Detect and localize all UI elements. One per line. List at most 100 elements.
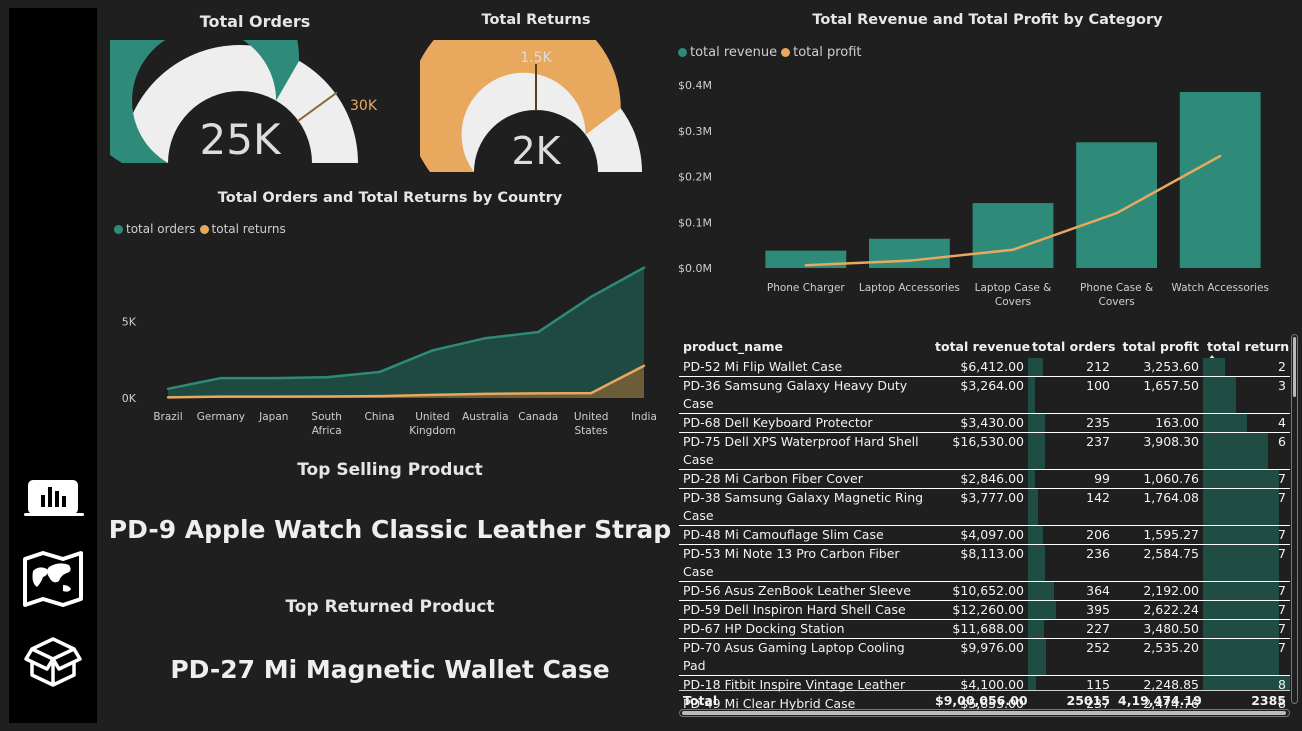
package-box-icon: [24, 637, 82, 687]
scroll-thumb[interactable]: [1293, 337, 1296, 397]
revenue-cell: $10,652.00: [931, 581, 1028, 601]
revenue-bar[interactable]: [972, 203, 1054, 268]
country-chart-legend: total orders total returns: [114, 222, 290, 236]
table-row[interactable]: PD-53 Mi Note 13 Pro Carbon Fiber Case $8…: [679, 544, 1290, 582]
cell-value: 212: [1086, 359, 1110, 374]
cell-value: 163.00: [1155, 415, 1199, 430]
data-point[interactable]: [378, 370, 381, 374]
profit-point[interactable]: [908, 259, 911, 262]
table-row[interactable]: PD-75 Dell XPS Waterproof Hard Shell Cas…: [679, 432, 1290, 470]
table-row[interactable]: PD-38 Samsung Galaxy Magnetic Ring Case $…: [679, 488, 1290, 526]
cell-value: $12,260.00: [952, 602, 1024, 617]
table-row[interactable]: PD-67 HP Docking Station $11,688.00 227 3,4…: [679, 619, 1290, 639]
data-bar: [1203, 601, 1280, 619]
cell-value: $2,846.00: [960, 471, 1024, 486]
cell-value: $3,777.00: [960, 490, 1024, 505]
cell-value: PD-38 Samsung Galaxy Magnetic Ring Case: [683, 490, 924, 523]
col-header-total-returns[interactable]: total returns: [1203, 330, 1290, 360]
table-row[interactable]: PD-36 Samsung Galaxy Heavy Duty Case $3,2…: [679, 376, 1290, 414]
cell-value: PD-48 Mi Camouflage Slim Case: [683, 527, 884, 542]
data-point[interactable]: [378, 394, 381, 398]
scroll-thumb[interactable]: [682, 711, 1286, 715]
data-point[interactable]: [484, 392, 487, 396]
orders-gauge-fill: [110, 40, 300, 163]
data-point[interactable]: [537, 392, 540, 395]
col-header-product-name[interactable]: product_name: [683, 339, 784, 354]
revenue-bar[interactable]: [1076, 142, 1158, 268]
legend-label: total returns: [211, 222, 286, 236]
data-point[interactable]: [484, 337, 487, 340]
legend-item-profit[interactable]: total profit: [781, 45, 862, 60]
data-point[interactable]: [642, 364, 646, 367]
data-point[interactable]: [219, 376, 223, 380]
table-horizontal-scrollbar[interactable]: [679, 709, 1290, 717]
revenue-cell: $2,846.00: [931, 469, 1028, 489]
cell-value: 3,908.30: [1143, 434, 1199, 449]
data-point[interactable]: [272, 395, 275, 398]
table-row[interactable]: PD-49 Mi Clear Hybrid Case $5,853.00 237 2,…: [679, 694, 1290, 710]
returns-gauge-target-label: 1.5K: [520, 50, 552, 66]
legend-label: total profit: [793, 45, 862, 60]
country-area-chart[interactable]: 5K 0K Brazil Germany Japan South Africa China Un…: [110, 240, 670, 445]
revenue-bar[interactable]: [1179, 92, 1261, 268]
data-bar: [1028, 358, 1044, 376]
data-bar: [1203, 377, 1236, 413]
table-row[interactable]: PD-52 Mi Flip Wallet Case $6,412.00 212 3,2…: [679, 358, 1290, 377]
col-header-total-orders[interactable]: total orders: [1032, 339, 1116, 354]
data-point[interactable]: [272, 376, 275, 380]
data-point[interactable]: [431, 393, 434, 397]
product-name-cell: PD-56 Asus ZenBook Leather Sleeve: [679, 581, 931, 601]
cell-value: $3,264.00: [960, 378, 1024, 393]
data-bar: [1203, 489, 1280, 525]
data-point[interactable]: [642, 266, 646, 269]
legend-item-revenue[interactable]: total revenue: [678, 45, 777, 60]
data-point[interactable]: [537, 330, 540, 334]
table-row[interactable]: PD-68 Dell Keyboard Protector $3,430.00 23…: [679, 413, 1290, 433]
legend-dot-icon: [781, 48, 791, 57]
profit-point[interactable]: [1219, 154, 1222, 158]
legend-dot-icon: [678, 48, 687, 57]
returns-cell: 7: [1203, 600, 1290, 620]
cell-value: 2,622.24: [1143, 602, 1199, 617]
table-row[interactable]: PD-18 Fitbit Inspire Vintage Leather $4,1…: [679, 675, 1290, 695]
data-point[interactable]: [219, 395, 223, 398]
cell-value: 3,480.50: [1143, 621, 1199, 636]
table-row[interactable]: PD-28 Mi Carbon Fiber Cover $2,846.00 99 1,…: [679, 469, 1290, 489]
returns-cell: 7: [1203, 619, 1290, 639]
profit-point[interactable]: [1011, 248, 1015, 251]
table-vertical-scrollbar[interactable]: [1291, 334, 1298, 704]
table-row[interactable]: PD-70 Asus Gaming Laptop Cooling Pad $9,9…: [679, 638, 1290, 676]
data-point[interactable]: [325, 395, 328, 398]
data-point[interactable]: [325, 376, 328, 379]
cell-value: 7: [1278, 490, 1286, 505]
map-nav-button[interactable]: [19, 548, 87, 610]
data-point[interactable]: [589, 391, 593, 395]
x-tick-label: Brazil: [153, 411, 182, 423]
data-point[interactable]: [166, 396, 170, 399]
table-row[interactable]: PD-56 Asus ZenBook Leather Sleeve $10,652…: [679, 581, 1290, 601]
cell-value: 6: [1278, 434, 1286, 449]
col-header-total-profit[interactable]: total profit: [1122, 339, 1199, 354]
data-point[interactable]: [166, 387, 170, 390]
product-nav-button[interactable]: [19, 630, 87, 692]
orders-cell: 236: [1028, 544, 1114, 582]
data-point[interactable]: [431, 349, 434, 352]
legend-item-orders[interactable]: total orders: [114, 222, 196, 236]
table-row[interactable]: PD-48 Mi Camouflage Slim Case $4,097.00 20…: [679, 525, 1290, 545]
total-revenue: $9,00,056.00: [935, 693, 1028, 708]
category-bar-line-chart[interactable]: $0.4M $0.3M $0.2M $0.1M $0.0M Phone Charger La…: [672, 62, 1292, 312]
cell-value: 235: [1086, 415, 1110, 430]
data-bar: [1028, 470, 1036, 488]
profit-point[interactable]: [1115, 211, 1118, 215]
profit-point[interactable]: [804, 264, 807, 267]
revenue-bar[interactable]: [868, 238, 950, 268]
report-nav-button[interactable]: [19, 466, 87, 528]
table-row[interactable]: PD-59 Dell Inspiron Hard Shell Case $12,2…: [679, 600, 1290, 620]
orders-cell: 237: [1028, 432, 1114, 470]
x-tick-label: Japan: [258, 411, 288, 423]
data-bar: [1203, 676, 1290, 694]
data-point[interactable]: [589, 295, 593, 298]
data-bar: [1028, 620, 1045, 638]
legend-item-returns[interactable]: total returns: [199, 222, 286, 236]
col-header-total-revenue[interactable]: total revenue: [935, 339, 1031, 354]
